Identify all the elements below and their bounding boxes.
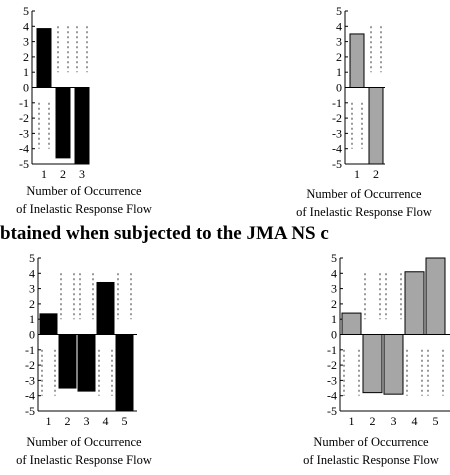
y-tick-label: 5 bbox=[23, 4, 29, 18]
x-axis-label: Number of Occurrence bbox=[313, 435, 429, 449]
bar bbox=[341, 312, 362, 335]
y-tick-label: 4 bbox=[336, 19, 342, 33]
y-tick-label: -4 bbox=[332, 142, 342, 156]
x-tick-label: 2 bbox=[60, 167, 66, 181]
y-tick-label: 1 bbox=[331, 312, 337, 326]
x-tick-label: 5 bbox=[122, 414, 128, 428]
y-tick-label: -3 bbox=[327, 373, 337, 387]
bar bbox=[77, 334, 96, 392]
bar bbox=[362, 334, 383, 394]
y-tick-label: -2 bbox=[25, 358, 35, 372]
y-tick-label: -4 bbox=[25, 389, 35, 403]
bar bbox=[425, 257, 446, 335]
x-tick-label: 1 bbox=[41, 167, 47, 181]
x-tick-label: 2 bbox=[65, 414, 71, 428]
y-tick-label: 3 bbox=[336, 35, 342, 49]
x-axis-label: Number of Occurrence bbox=[26, 184, 142, 198]
y-tick-label: 4 bbox=[29, 266, 35, 280]
y-tick-label: -2 bbox=[19, 111, 29, 125]
x-tick-label: 4 bbox=[103, 414, 109, 428]
x-tick-label: 5 bbox=[433, 414, 439, 428]
bar bbox=[404, 271, 425, 335]
x-tick-label: 3 bbox=[391, 414, 397, 428]
bar bbox=[368, 87, 384, 165]
y-tick-label: 2 bbox=[23, 50, 29, 64]
bar bbox=[74, 87, 90, 165]
x-tick-label: 3 bbox=[84, 414, 90, 428]
y-tick-label: 0 bbox=[331, 328, 337, 342]
bar bbox=[96, 281, 115, 336]
x-tick-label: 1 bbox=[354, 167, 360, 181]
y-tick-label: -1 bbox=[25, 343, 35, 357]
y-tick-label: -5 bbox=[332, 157, 342, 171]
y-tick-label: -1 bbox=[327, 343, 337, 357]
bar bbox=[58, 334, 77, 389]
bar bbox=[36, 28, 52, 88]
y-tick-label: -2 bbox=[332, 111, 342, 125]
x-tick-label: 1 bbox=[349, 414, 355, 428]
y-tick-label: 2 bbox=[29, 297, 35, 311]
x-axis-label: of Inelastic Response Flow bbox=[303, 453, 439, 467]
y-tick-label: -1 bbox=[332, 96, 342, 110]
y-tick-label: 5 bbox=[336, 4, 342, 18]
y-tick-label: 2 bbox=[336, 50, 342, 64]
y-tick-label: 0 bbox=[336, 81, 342, 95]
y-tick-label: 4 bbox=[23, 19, 29, 33]
bar bbox=[349, 33, 365, 88]
banner-text: btained when subjected to the JMA NS c bbox=[0, 223, 329, 244]
y-tick-label: 3 bbox=[331, 282, 337, 296]
bar bbox=[383, 334, 404, 395]
bar bbox=[115, 334, 134, 412]
y-tick-label: -5 bbox=[25, 404, 35, 418]
y-tick-label: 5 bbox=[29, 251, 35, 265]
x-tick-label: 3 bbox=[79, 167, 85, 181]
y-tick-label: 2 bbox=[331, 297, 337, 311]
y-tick-label: 3 bbox=[29, 282, 35, 296]
y-tick-label: 1 bbox=[336, 65, 342, 79]
x-tick-label: 1 bbox=[46, 414, 52, 428]
x-tick-label: 2 bbox=[370, 414, 376, 428]
y-tick-label: -3 bbox=[25, 373, 35, 387]
y-tick-label: -4 bbox=[327, 389, 337, 403]
y-tick-label: -5 bbox=[19, 157, 29, 171]
y-tick-label: 3 bbox=[23, 35, 29, 49]
y-tick-label: -2 bbox=[327, 358, 337, 372]
y-tick-label: -4 bbox=[19, 142, 29, 156]
x-axis-label: Number of Occurrence bbox=[26, 435, 142, 449]
y-tick-label: 0 bbox=[29, 328, 35, 342]
y-tick-label: -5 bbox=[327, 404, 337, 418]
y-tick-label: 5 bbox=[331, 251, 337, 265]
y-tick-label: -3 bbox=[332, 126, 342, 140]
y-tick-label: -3 bbox=[19, 126, 29, 140]
x-tick-label: 4 bbox=[412, 414, 418, 428]
x-axis-label: of Inelastic Response Flow bbox=[16, 202, 152, 216]
x-axis-label: Number of Occurrence bbox=[306, 187, 422, 201]
y-tick-label: 1 bbox=[29, 312, 35, 326]
x-axis-label: of Inelastic Response Flow bbox=[16, 453, 152, 467]
x-tick-label: 2 bbox=[373, 167, 379, 181]
y-tick-label: 0 bbox=[23, 81, 29, 95]
x-axis-label: of Inelastic Response Flow bbox=[296, 205, 432, 219]
bar bbox=[39, 313, 58, 336]
y-tick-label: -1 bbox=[19, 96, 29, 110]
y-tick-label: 1 bbox=[23, 65, 29, 79]
bar bbox=[55, 87, 71, 159]
y-tick-label: 4 bbox=[331, 266, 337, 280]
